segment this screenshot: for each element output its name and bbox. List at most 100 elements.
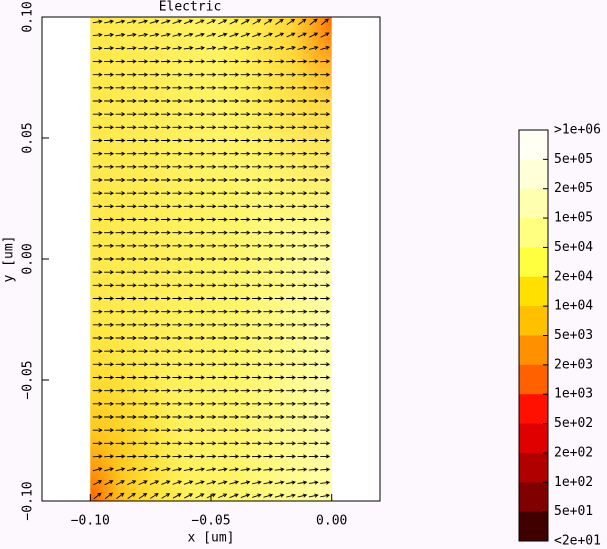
- arrow: [161, 441, 171, 446]
- arrow: [183, 85, 194, 90]
- arrow: [286, 362, 297, 367]
- arrow: [320, 388, 331, 393]
- arrow: [138, 322, 149, 327]
- arrow: [308, 72, 319, 77]
- arrow: [286, 204, 297, 209]
- arrow: [126, 204, 137, 209]
- arrow: [274, 204, 285, 209]
- arrow: [308, 191, 319, 196]
- arrow: [138, 98, 149, 104]
- arrow: [195, 349, 206, 354]
- arrow: [263, 454, 274, 459]
- arrow: [92, 138, 103, 143]
- arrow: [251, 112, 262, 117]
- arrow: [126, 349, 137, 354]
- arrow: [308, 204, 319, 209]
- arrow: [195, 230, 206, 235]
- arrow: [251, 335, 262, 341]
- arrow: [217, 85, 228, 90]
- arrow: [297, 388, 308, 393]
- arrow: [149, 32, 160, 37]
- arrow: [274, 243, 285, 248]
- arrow: [172, 46, 183, 51]
- arrow: [195, 296, 206, 301]
- arrow: [172, 335, 183, 341]
- arrow: [92, 256, 103, 262]
- arrow: [161, 375, 171, 380]
- arrow: [229, 72, 240, 77]
- arrow: [297, 362, 308, 367]
- colorbar-band: [519, 423, 548, 454]
- arrow: [115, 98, 126, 104]
- arrow: [217, 322, 228, 327]
- arrow: [149, 191, 160, 196]
- arrow: [149, 454, 160, 459]
- arrow: [92, 428, 103, 433]
- arrow: [183, 256, 194, 262]
- arrow: [183, 362, 194, 367]
- arrow: [161, 230, 171, 235]
- arrow: [286, 388, 297, 393]
- arrow: [263, 164, 274, 169]
- arrow: [252, 32, 262, 38]
- arrow: [240, 243, 251, 248]
- arrow: [149, 335, 160, 341]
- arrow: [115, 322, 126, 327]
- arrow: [274, 362, 285, 367]
- colorbar-band: [519, 511, 548, 542]
- arrow: [286, 138, 297, 143]
- arrow: [263, 19, 273, 25]
- arrow: [92, 441, 103, 446]
- arrow: [286, 414, 297, 420]
- colorbar-label: 2e+05: [554, 181, 593, 196]
- arrow: [308, 283, 319, 288]
- arrow: [229, 375, 240, 380]
- arrow: [104, 243, 115, 248]
- arrow: [92, 467, 103, 472]
- chart-title: Electric: [159, 0, 222, 15]
- arrow: [251, 428, 262, 433]
- arrow: [206, 454, 217, 459]
- arrow: [104, 177, 115, 183]
- arrow: [229, 112, 240, 117]
- arrow: [160, 454, 171, 459]
- arrow: [104, 125, 115, 130]
- arrow: [92, 85, 103, 90]
- arrow: [183, 112, 194, 117]
- arrow: [206, 362, 217, 367]
- arrow: [138, 335, 149, 341]
- colorbar-band: [519, 218, 548, 248]
- arrow: [104, 441, 115, 446]
- arrow: [104, 256, 115, 262]
- arrow: [297, 428, 308, 433]
- arrow: [104, 428, 115, 433]
- arrow: [183, 138, 194, 143]
- arrow: [218, 493, 228, 499]
- arrow: [274, 256, 285, 262]
- arrow: [195, 32, 205, 37]
- arrow: [104, 480, 114, 486]
- arrow: [229, 414, 240, 420]
- arrow: [240, 72, 251, 77]
- arrow: [251, 243, 262, 248]
- arrow: [115, 349, 126, 354]
- arrow: [183, 296, 194, 301]
- arrow: [184, 493, 194, 499]
- arrow: [161, 164, 171, 169]
- arrow: [172, 217, 183, 222]
- arrow: [138, 243, 149, 248]
- arrow: [161, 217, 171, 222]
- arrow: [126, 270, 137, 275]
- arrow: [92, 335, 103, 341]
- arrow: [263, 375, 274, 380]
- arrow: [263, 362, 274, 367]
- arrow: [126, 375, 137, 380]
- arrow: [92, 98, 103, 104]
- arrow: [274, 480, 285, 485]
- arrow: [263, 309, 274, 314]
- arrow: [229, 177, 240, 183]
- arrow: [138, 19, 149, 24]
- arrow: [320, 362, 331, 367]
- arrow: [115, 19, 126, 24]
- arrow: [126, 32, 137, 37]
